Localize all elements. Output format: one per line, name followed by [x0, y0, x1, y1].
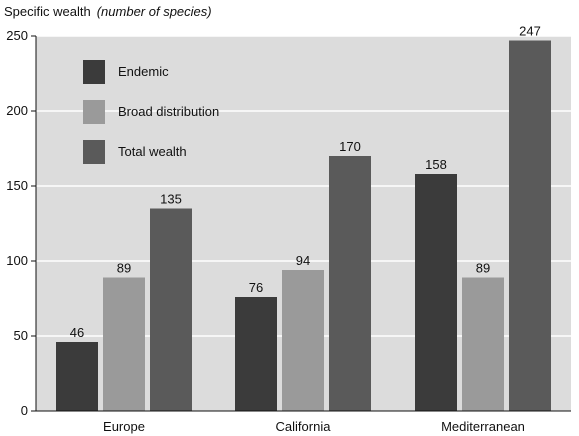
- y-tick-label: 200: [6, 103, 28, 118]
- bar: [415, 174, 457, 411]
- data-label: 76: [249, 280, 263, 295]
- bar: [329, 156, 371, 411]
- data-label: 89: [476, 261, 490, 276]
- bar: [509, 40, 551, 411]
- data-label: 170: [339, 139, 361, 154]
- x-tick-label: Mediterranean: [441, 419, 525, 434]
- y-tick-label: 0: [21, 403, 28, 418]
- legend: Endemic Broad distribution Total wealth: [83, 60, 219, 164]
- data-label: 94: [296, 253, 310, 268]
- label-layer: 46 89 135 76 94 170 158 89 247: [70, 24, 541, 341]
- bar: [56, 342, 98, 411]
- y-tick-label: 250: [6, 28, 28, 43]
- bar: [150, 208, 192, 411]
- legend-label: Total wealth: [118, 144, 187, 159]
- legend-label: Broad distribution: [118, 104, 219, 119]
- y-tick-label: 50: [14, 328, 28, 343]
- chart-subtitle: (number of species): [96, 4, 212, 19]
- bar: [462, 277, 504, 411]
- chart-title: Specific wealth: [4, 4, 91, 19]
- x-tick-label: California: [276, 419, 332, 434]
- bar: [282, 270, 324, 411]
- legend-swatch: [83, 60, 105, 84]
- chart-title-block: Specific wealth (number of species): [4, 4, 212, 19]
- data-label: 158: [425, 157, 447, 172]
- legend-swatch: [83, 140, 105, 164]
- data-label: 46: [70, 325, 84, 340]
- axis-layer: 0 50 100 150 200 250 Europe California Mediterra…: [6, 28, 571, 434]
- y-tick-label: 150: [6, 178, 28, 193]
- legend-label: Endemic: [118, 64, 169, 79]
- bar: [235, 297, 277, 411]
- data-label: 89: [117, 261, 131, 276]
- y-tick-label: 100: [6, 253, 28, 268]
- legend-swatch: [83, 100, 105, 124]
- data-label: 135: [160, 192, 182, 207]
- bar-layer: [56, 40, 551, 411]
- bar: [103, 277, 145, 411]
- x-tick-label: Europe: [103, 419, 145, 434]
- data-label: 247: [519, 24, 541, 39]
